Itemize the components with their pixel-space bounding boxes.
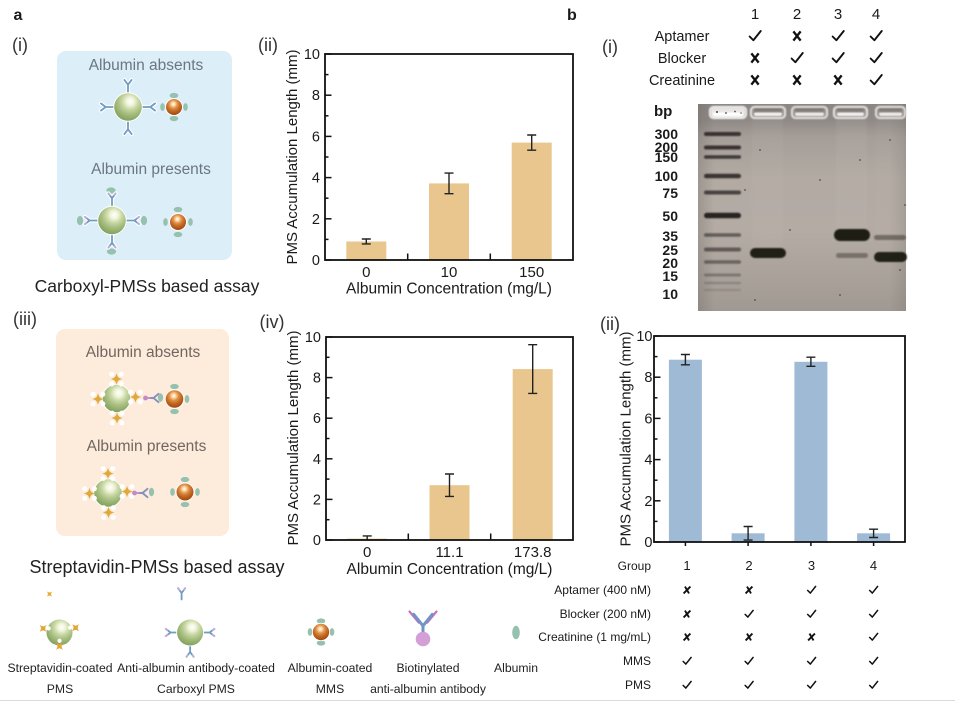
svg-text:PMS Accumulation Length (mm): PMS Accumulation Length (mm): [285, 330, 302, 545]
svg-text:8: 8: [312, 88, 320, 104]
svg-text:MMS: MMS: [316, 682, 344, 696]
svg-text:20: 20: [662, 255, 678, 271]
svg-text:15: 15: [662, 268, 678, 284]
svg-text:PMS Accumulation Length (mm): PMS Accumulation Length (mm): [284, 49, 301, 264]
svg-text:Albumin-coated: Albumin-coated: [288, 661, 373, 675]
svg-text:Albumin Concentration (mg/L): Albumin Concentration (mg/L): [346, 281, 552, 298]
svg-text:2: 2: [312, 212, 320, 228]
svg-text:8: 8: [313, 371, 321, 387]
svg-text:anti-albumin antibody: anti-albumin antibody: [370, 682, 487, 696]
svg-text:MMS: MMS: [623, 654, 651, 668]
svg-text:10: 10: [662, 286, 678, 302]
svg-text:3: 3: [834, 6, 842, 23]
svg-text:Creatinine (1 mg/mL): Creatinine (1 mg/mL): [538, 630, 651, 644]
svg-text:0: 0: [313, 533, 321, 549]
svg-text:Streptavidin-PMSs based assay: Streptavidin-PMSs based assay: [29, 557, 284, 577]
svg-text:11.1: 11.1: [435, 544, 463, 561]
svg-text:2: 2: [644, 494, 652, 510]
svg-text:6: 6: [313, 411, 321, 427]
svg-text:2: 2: [313, 492, 321, 508]
svg-text:0: 0: [362, 264, 370, 281]
svg-text:3: 3: [808, 558, 815, 573]
svg-text:50: 50: [662, 208, 678, 224]
svg-text:4: 4: [644, 453, 652, 469]
svg-text:b: b: [567, 7, 577, 24]
svg-text:2: 2: [745, 558, 752, 573]
svg-text:Anti-albumin antibody-coated: Anti-albumin antibody-coated: [117, 661, 275, 675]
svg-text:Carboxyl-PMSs based assay: Carboxyl-PMSs based assay: [35, 276, 260, 296]
svg-text:Streptavidin-coated: Streptavidin-coated: [7, 661, 112, 675]
svg-text:(iv): (iv): [260, 312, 285, 332]
svg-text:35: 35: [662, 228, 678, 244]
svg-text:Aptamer (400 nM): Aptamer (400 nM): [554, 583, 651, 597]
svg-text:bp: bp: [654, 103, 672, 120]
svg-text:300: 300: [655, 126, 679, 142]
svg-text:4: 4: [312, 171, 320, 187]
svg-text:Albumin presents: Albumin presents: [91, 161, 211, 178]
svg-text:6: 6: [312, 129, 320, 145]
svg-text:4: 4: [313, 452, 321, 468]
svg-text:10: 10: [305, 330, 321, 346]
svg-text:2: 2: [793, 6, 801, 23]
svg-text:PMS Accumulation Length (mm): PMS Accumulation Length (mm): [618, 331, 635, 546]
svg-text:Albumin absents: Albumin absents: [86, 344, 201, 361]
svg-text:4: 4: [872, 6, 880, 23]
svg-text:(i): (i): [12, 35, 28, 55]
svg-text:Blocker (200 nM): Blocker (200 nM): [560, 607, 651, 621]
svg-text:25: 25: [662, 242, 678, 258]
svg-text:10: 10: [304, 47, 320, 63]
svg-text:Biotinylated: Biotinylated: [396, 661, 459, 675]
svg-text:150: 150: [519, 264, 544, 281]
svg-text:(ii): (ii): [600, 314, 620, 334]
svg-text:Albumin presents: Albumin presents: [87, 438, 207, 455]
svg-text:Albumin Concentration (mg/L): Albumin Concentration (mg/L): [347, 561, 553, 578]
svg-text:0: 0: [644, 535, 652, 551]
svg-text:200: 200: [655, 139, 679, 155]
svg-text:75: 75: [662, 185, 678, 201]
svg-text:PMS: PMS: [625, 678, 651, 692]
svg-text:a: a: [14, 7, 23, 24]
svg-text:Albumin absents: Albumin absents: [89, 57, 204, 74]
svg-text:150: 150: [655, 149, 679, 165]
svg-text:Blocker: Blocker: [658, 51, 707, 67]
svg-text:1: 1: [751, 6, 759, 23]
svg-text:Creatinine: Creatinine: [649, 73, 715, 89]
svg-text:6: 6: [644, 411, 652, 427]
svg-text:(ii): (ii): [258, 35, 278, 55]
svg-text:10: 10: [636, 329, 652, 345]
svg-text:Carboxyl PMS: Carboxyl PMS: [157, 682, 235, 696]
svg-text:100: 100: [655, 168, 679, 184]
svg-text:1: 1: [683, 558, 690, 573]
svg-text:0: 0: [363, 544, 371, 561]
svg-text:173.8: 173.8: [514, 544, 552, 561]
svg-text:(iii): (iii): [13, 309, 37, 329]
svg-text:Group: Group: [618, 559, 652, 573]
svg-text:0: 0: [312, 253, 320, 269]
svg-text:PMS: PMS: [47, 682, 73, 696]
svg-text:Aptamer: Aptamer: [655, 29, 710, 45]
svg-text:8: 8: [644, 370, 652, 386]
svg-text:(i): (i): [602, 37, 618, 57]
svg-text:Albumin: Albumin: [494, 661, 538, 675]
svg-text:10: 10: [441, 264, 458, 281]
svg-text:4: 4: [870, 558, 877, 573]
